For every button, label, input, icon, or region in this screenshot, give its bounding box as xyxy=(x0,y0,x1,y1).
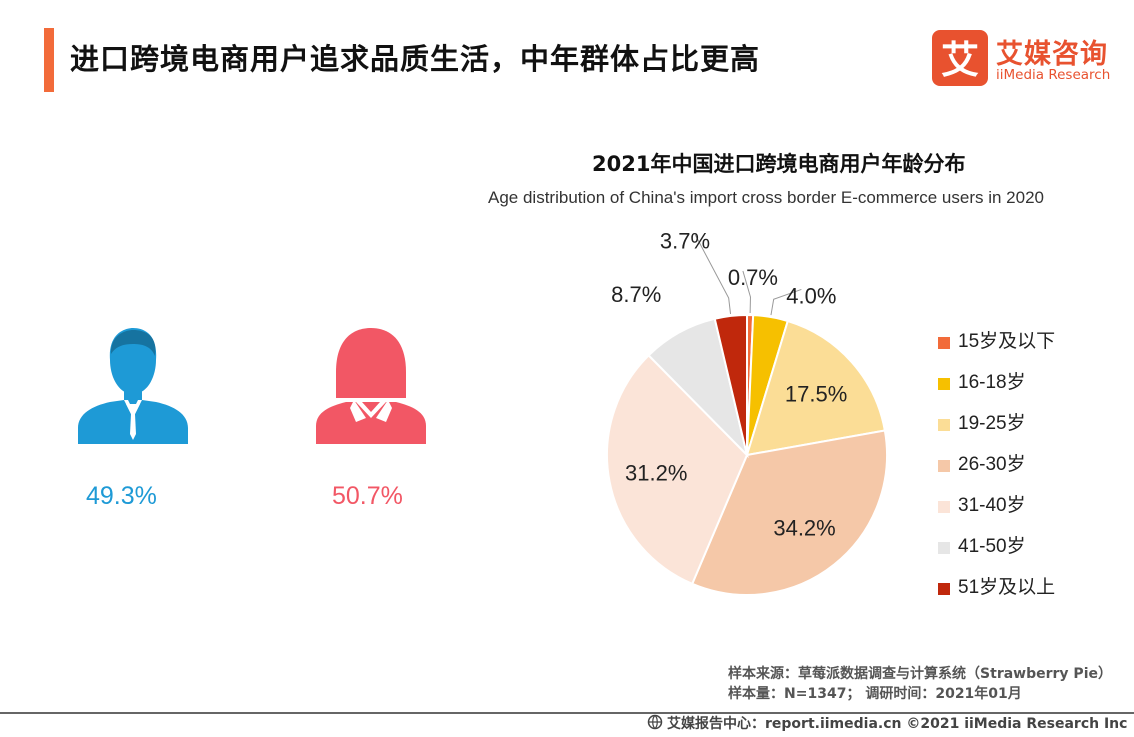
age-pie-chart: 0.7% 4.0% 17.5% 34.2% 31.2% 8.7% 3.7% xyxy=(606,228,888,596)
leader-line xyxy=(770,288,802,316)
slice-label: 3.7% xyxy=(660,228,710,253)
data-source: 样本来源：草莓派数据调查与计算系统（Strawberry Pie） 样本量：N=… xyxy=(728,664,1112,704)
source-line-2: 样本量：N=1347； 调研时间：2021年01月 xyxy=(728,686,1022,702)
female-percentage: 50.7% xyxy=(332,482,403,510)
slice-label: 17.5% xyxy=(785,382,847,407)
legend-swatch xyxy=(938,460,950,472)
page-title: 进口跨境电商用户追求品质生活，中年群体占比更高 xyxy=(70,42,761,76)
pie-slice xyxy=(606,353,749,586)
legend-swatch xyxy=(938,378,950,390)
legend-swatch xyxy=(938,419,950,431)
legend-swatch xyxy=(938,583,950,595)
legend-label: 26-30岁 xyxy=(958,454,1026,475)
female-user-icon xyxy=(316,328,426,444)
legend-swatch xyxy=(938,501,950,513)
footer: 艾媒报告中心：report.iimedia.cn ©2021 iiMedia R… xyxy=(647,713,1127,734)
logo-mark-icon: 艾 xyxy=(932,30,988,86)
logo-name-cn: 艾媒咨询 xyxy=(996,39,1108,70)
legend-label: 51岁及以上 xyxy=(958,577,1056,598)
legend-label: 31-40岁 xyxy=(958,495,1026,516)
footer-divider xyxy=(0,712,1134,714)
source-line-1: 样本来源：草莓派数据调查与计算系统（Strawberry Pie） xyxy=(728,666,1112,682)
brand-logo: 艾 艾媒咨询 iiMedia Research xyxy=(932,30,1122,88)
chart-subtitle: Age distribution of China's import cross… xyxy=(488,188,1044,207)
slice-label: 8.7% xyxy=(611,282,661,307)
logo-mark-char: 艾 xyxy=(941,38,979,82)
title-accent-bar xyxy=(44,28,54,92)
slice-label: 31.2% xyxy=(625,460,687,485)
legend-swatch xyxy=(938,542,950,554)
leader-line xyxy=(742,270,751,314)
legend-label: 41-50岁 xyxy=(958,536,1026,557)
male-percentage: 49.3% xyxy=(86,482,157,510)
legend-label: 15岁及以下 xyxy=(958,331,1056,352)
slice-label: 0.7% xyxy=(728,265,778,290)
legend-label: 16-18岁 xyxy=(958,372,1026,393)
male-user-icon xyxy=(78,328,188,444)
logo-name-en: iiMedia Research xyxy=(996,67,1111,83)
pie-slice xyxy=(713,313,748,456)
slice-label: 4.0% xyxy=(786,283,836,308)
legend-swatch xyxy=(938,337,950,349)
globe-icon xyxy=(647,714,663,734)
footer-text: 艾媒报告中心：report.iimedia.cn ©2021 iiMedia R… xyxy=(667,716,1128,732)
chart-title: 2021年中国进口跨境电商用户年龄分布 xyxy=(592,152,966,176)
legend-label: 19-25岁 xyxy=(958,413,1026,434)
leader-line xyxy=(694,234,732,315)
slice-label: 34.2% xyxy=(773,515,835,540)
pie-slice xyxy=(745,319,886,457)
